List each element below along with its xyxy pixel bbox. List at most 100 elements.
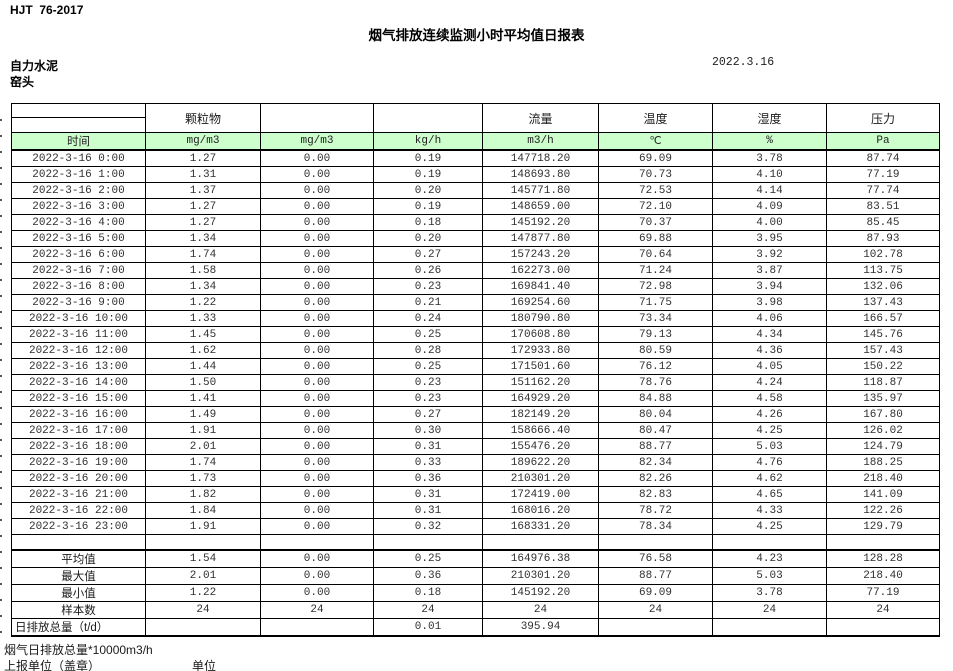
time-cell: 2022-3-16 9:00 (11, 294, 146, 311)
value-cell: 0.18 (373, 214, 483, 231)
summary-value-cell: 4.23 (712, 549, 827, 568)
summary-row: 最大值 2.01 0.00 0.36 210301.20 88.77 5.03 218.40 (11, 567, 940, 585)
value-cell: 1.74 (145, 246, 261, 263)
value-cell: 1.27 (145, 214, 261, 231)
value-cell: 0.00 (260, 182, 374, 199)
value-cell: 70.73 (598, 166, 713, 183)
time-cell: 2022-3-16 20:00 (11, 470, 146, 487)
table-row: 2022-3-16 0:00 1.27 0.00 0.19 147718.20 69.09… (11, 149, 940, 167)
value-cell: 0.33 (373, 454, 483, 471)
value-cell: 3.98 (712, 294, 827, 311)
summary-value-cell: 0.00 (260, 549, 374, 568)
value-cell: 182149.20 (482, 406, 599, 423)
time-cell: 2022-3-16 21:00 (11, 486, 146, 503)
header-temperature: 温度 (598, 103, 713, 133)
units-time: 时间 (11, 132, 146, 151)
empty-cell (826, 534, 940, 551)
value-cell: 1.58 (145, 262, 261, 279)
value-cell: 0.00 (260, 406, 374, 423)
value-cell: 170608.80 (482, 326, 599, 343)
time-cell: 2022-3-16 14:00 (11, 374, 146, 391)
value-cell: 147718.20 (482, 149, 599, 167)
value-cell: 1.22 (145, 294, 261, 311)
value-cell: 151162.20 (482, 374, 599, 391)
value-cell: 0.00 (260, 326, 374, 343)
summary-row: 平均值 1.54 0.00 0.25 164976.38 76.58 4.23 128.28 (11, 549, 940, 568)
summary-label-cell: 最小值 (11, 584, 146, 602)
summary-value-cell: 24 (145, 601, 261, 619)
summary-value-cell: 76.58 (598, 549, 713, 568)
value-cell: 3.87 (712, 262, 827, 279)
footer-note-unit: 单位 (192, 659, 217, 671)
value-cell: 0.00 (260, 390, 374, 407)
summary-value-cell: 145192.20 (482, 584, 599, 602)
summary-value-cell: 164976.38 (482, 549, 599, 568)
value-cell: 78.72 (598, 502, 713, 519)
summary-value-cell: 128.28 (826, 549, 940, 568)
value-cell: 0.21 (373, 294, 483, 311)
value-cell: 102.78 (826, 246, 940, 263)
summary-value-cell: 218.40 (826, 567, 940, 585)
value-cell: 72.98 (598, 278, 713, 295)
summary-row: 样本数 24 24 24 24 24 24 24 (11, 601, 940, 619)
value-cell: 5.03 (712, 438, 827, 455)
value-cell: 88.77 (598, 438, 713, 455)
value-cell: 1.62 (145, 342, 261, 359)
value-cell: 3.78 (712, 149, 827, 167)
value-cell: 0.00 (260, 454, 374, 471)
value-cell: 1.45 (145, 326, 261, 343)
value-cell: 0.00 (260, 198, 374, 215)
value-cell: 171501.60 (482, 358, 599, 375)
value-cell: 0.20 (373, 230, 483, 247)
summary-value-cell: 24 (260, 601, 374, 619)
value-cell: 0.00 (260, 214, 374, 231)
value-cell: 157243.20 (482, 246, 599, 263)
value-cell: 118.87 (826, 374, 940, 391)
summary-value-cell: 0.00 (260, 584, 374, 602)
summary-value-cell: 24 (482, 601, 599, 619)
value-cell: 0.27 (373, 246, 483, 263)
value-cell: 78.76 (598, 374, 713, 391)
time-cell: 2022-3-16 10:00 (11, 310, 146, 327)
summary-label-cell: 样本数 (11, 601, 146, 619)
table-row: 2022-3-16 10:00 1.33 0.00 0.24 180790.80 73.3… (11, 310, 940, 327)
value-cell: 0.23 (373, 390, 483, 407)
value-cell: 87.74 (826, 149, 940, 167)
table-row: 2022-3-16 1:00 1.31 0.00 0.19 148693.80 70.73… (11, 166, 940, 183)
value-cell: 148659.00 (482, 198, 599, 215)
time-cell: 2022-3-16 0:00 (11, 149, 146, 167)
value-cell: 166.57 (826, 310, 940, 327)
summary-value-cell: 24 (373, 601, 483, 619)
value-cell: 1.31 (145, 166, 261, 183)
time-cell: 2022-3-16 18:00 (11, 438, 146, 455)
value-cell: 4.06 (712, 310, 827, 327)
spacer-row (11, 534, 940, 551)
value-cell: 71.24 (598, 262, 713, 279)
value-cell: 0.00 (260, 166, 374, 183)
value-cell: 164929.20 (482, 390, 599, 407)
units-percent: % (712, 132, 827, 151)
value-cell: 80.04 (598, 406, 713, 423)
value-cell: 169841.40 (482, 278, 599, 295)
value-cell: 4.33 (712, 502, 827, 519)
summary-row: 日排放总量（t/d） 0.01 395.94 (11, 618, 940, 637)
value-cell: 1.73 (145, 470, 261, 487)
summary-value-cell: 69.09 (598, 584, 713, 602)
summary-value-cell (826, 618, 940, 637)
value-cell: 157.43 (826, 342, 940, 359)
value-cell: 4.00 (712, 214, 827, 231)
header-particulate: 颗粒物 (145, 103, 261, 133)
value-cell: 1.27 (145, 198, 261, 215)
summary-label-cell: 最大值 (11, 567, 146, 585)
time-cell: 2022-3-16 19:00 (11, 454, 146, 471)
value-cell: 189622.20 (482, 454, 599, 471)
value-cell: 141.09 (826, 486, 940, 503)
value-cell: 210301.20 (482, 470, 599, 487)
value-cell: 0.31 (373, 438, 483, 455)
value-cell: 0.19 (373, 149, 483, 167)
empty-cell (482, 534, 599, 551)
table-row: 2022-3-16 4:00 1.27 0.00 0.18 145192.20 70.37… (11, 214, 940, 231)
value-cell: 150.22 (826, 358, 940, 375)
summary-value-cell (260, 618, 374, 637)
